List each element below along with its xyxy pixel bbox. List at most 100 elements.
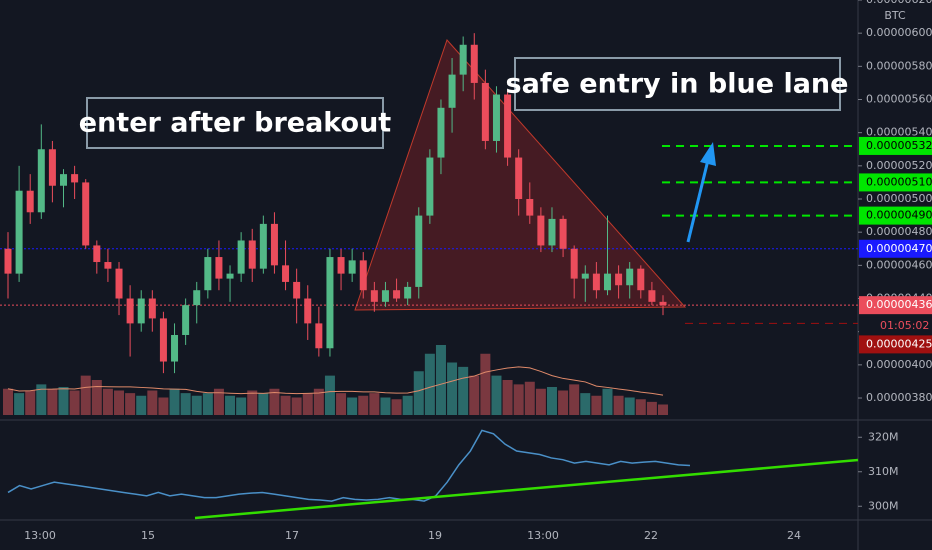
- volume-bar: [347, 397, 358, 415]
- level-tag: [859, 335, 932, 354]
- candle-body: [259, 223, 267, 269]
- countdown: 01:05:02: [880, 319, 929, 332]
- x-tick-label: 17: [285, 529, 299, 542]
- candle-body: [570, 248, 578, 279]
- y-tick-label: 0.00000600: [866, 26, 932, 39]
- volume-bar: [313, 388, 324, 415]
- volume-bar: [114, 390, 125, 415]
- candle-body: [71, 174, 79, 183]
- volume-bar: [147, 390, 158, 415]
- x-tick-label: 13:00: [24, 529, 56, 542]
- y-tick-label: 0.00000620: [866, 0, 932, 6]
- candle-body: [137, 298, 145, 324]
- volume-bar: [324, 375, 335, 415]
- candle-body: [504, 94, 512, 158]
- y-tick-label: 0.00000560: [866, 93, 932, 106]
- candle-body: [515, 157, 523, 200]
- y-tick-label: 0.00000540: [866, 126, 932, 139]
- volume-bar: [136, 395, 147, 415]
- level-label: 0.00000425: [866, 337, 932, 350]
- volume-bar: [80, 375, 91, 415]
- candle-body: [559, 218, 567, 249]
- candle-body: [326, 257, 334, 349]
- candle-body: [215, 257, 223, 279]
- volume-bar: [91, 380, 102, 415]
- candle-body: [93, 245, 101, 263]
- volume-bar: [47, 388, 58, 415]
- volume-bar: [36, 384, 47, 415]
- candle-body: [581, 273, 589, 279]
- volume-layer: [3, 345, 668, 415]
- indicator-tick-label: 300M: [868, 499, 899, 512]
- volume-bar: [336, 393, 347, 415]
- candle-body: [615, 273, 623, 286]
- candle-body: [159, 318, 167, 362]
- volume-bar: [635, 399, 646, 415]
- level-label: 0.00000436: [866, 298, 932, 311]
- candle-body: [415, 215, 423, 287]
- volume-bar: [202, 393, 213, 415]
- candle-body: [226, 273, 234, 279]
- candle-body: [270, 223, 278, 266]
- x-tick-label: 22: [644, 529, 658, 542]
- candle-body: [182, 305, 190, 335]
- candle-body: [104, 262, 112, 269]
- volume-bar: [158, 397, 169, 415]
- annotation-box: [514, 57, 841, 111]
- volume-bar: [558, 390, 569, 415]
- annotation-box: [86, 97, 384, 149]
- indicator-tick-label: 310M: [868, 465, 899, 478]
- volume-bar: [291, 397, 302, 415]
- candle-body: [282, 265, 290, 282]
- volume-bar: [402, 395, 413, 415]
- volume-bar: [369, 393, 380, 415]
- candle-body: [359, 260, 367, 291]
- candle-body: [381, 290, 389, 302]
- y-tick-label: 0.00000460: [866, 258, 932, 271]
- volume-bar: [236, 397, 247, 415]
- level-label: 0.00000510: [866, 175, 932, 188]
- indicator-line: [7, 429, 691, 502]
- volume-bar: [591, 395, 602, 415]
- level-tag: [859, 239, 932, 258]
- volume-bar: [424, 353, 435, 415]
- annotation-text: safe entry in blue lane: [506, 69, 849, 100]
- candle-body: [248, 240, 256, 269]
- candle-body: [337, 257, 345, 274]
- level-tag: [859, 136, 932, 155]
- volume-bar: [413, 371, 424, 415]
- volume-bar: [258, 393, 269, 415]
- level-label: 0.00000490: [866, 209, 932, 222]
- y-tick-label: 0.00000380: [866, 391, 932, 404]
- volume-bar: [380, 397, 391, 415]
- candle-body: [348, 260, 356, 274]
- volume-bar: [491, 375, 502, 415]
- volume-bar: [480, 353, 491, 415]
- volume-bar: [658, 404, 668, 415]
- candle-body: [492, 94, 500, 141]
- volume-bar: [191, 395, 202, 415]
- candle-body: [115, 268, 123, 299]
- candle-body: [437, 107, 445, 158]
- volume-bar: [646, 401, 657, 415]
- volume-bar: [358, 395, 369, 415]
- volume-bar: [180, 393, 191, 415]
- candle-body: [548, 218, 556, 246]
- volume-bar: [602, 388, 613, 415]
- candle-body: [148, 298, 156, 319]
- candle-body: [126, 298, 134, 324]
- candle-body: [659, 301, 667, 306]
- candle-body: [15, 190, 23, 274]
- candle-body: [404, 286, 412, 299]
- volume-bar: [535, 388, 546, 415]
- volume-bar: [391, 399, 402, 415]
- volume-bar: [213, 388, 224, 415]
- candle-body: [293, 281, 301, 299]
- volume-ma: [7, 366, 664, 396]
- candle-body: [193, 290, 201, 306]
- volume-bar: [280, 395, 291, 415]
- volume-bar: [3, 388, 13, 415]
- candle-body: [637, 268, 645, 291]
- volume-bar: [502, 380, 513, 415]
